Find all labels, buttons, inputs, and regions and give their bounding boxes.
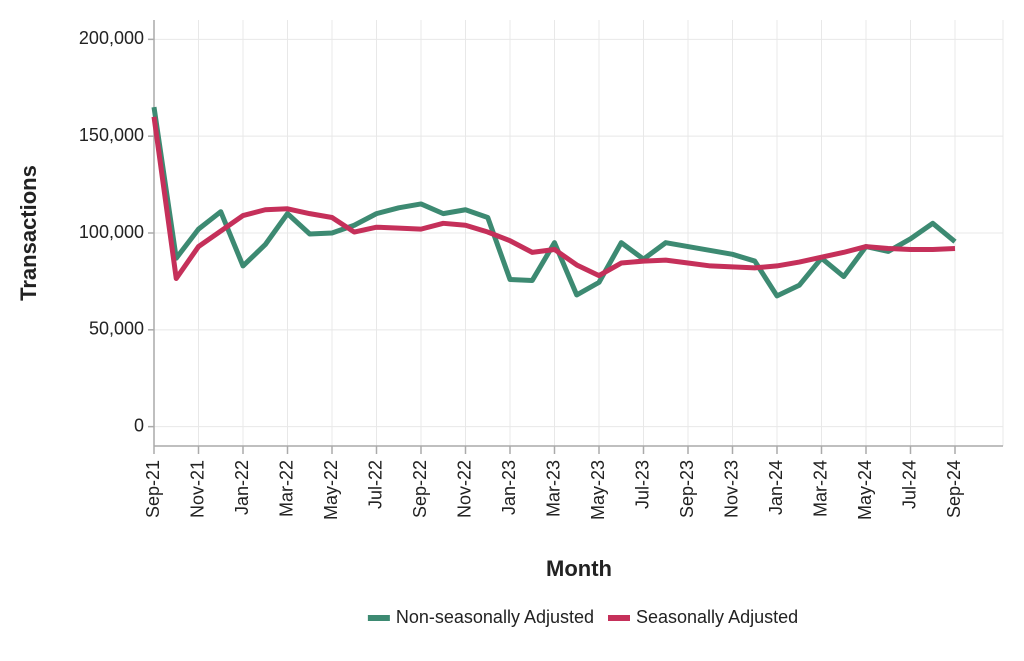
x-tick-label: Jan-24 xyxy=(766,460,786,515)
x-tick-label: May-23 xyxy=(588,460,608,520)
y-axis-title: Transactions xyxy=(16,165,41,301)
x-tick-label: Jul-23 xyxy=(632,460,652,509)
y-tick-label: 150,000 xyxy=(79,125,144,145)
x-tick-label: Mar-24 xyxy=(810,460,830,517)
legend-label: Seasonally Adjusted xyxy=(636,607,798,627)
y-tick-label: 50,000 xyxy=(89,319,144,339)
x-tick-label: Sep-24 xyxy=(944,460,964,518)
x-tick-label: Nov-22 xyxy=(454,460,474,518)
x-tick-label: Sep-23 xyxy=(677,460,697,518)
x-tick-label: Nov-21 xyxy=(187,460,207,518)
legend: Non-seasonally Adjusted Seasonally Adjust… xyxy=(367,607,798,627)
y-tick-label: 200,000 xyxy=(79,28,144,48)
series-line xyxy=(151,116,956,282)
x-tick-label: Jan-23 xyxy=(499,460,519,515)
legend-label: Non-seasonally Adjusted xyxy=(396,607,594,627)
y-tick-label: 100,000 xyxy=(79,222,144,242)
x-tick-label: May-24 xyxy=(855,460,875,520)
x-tick-label: Jan-22 xyxy=(232,460,252,515)
x-tick-label: Mar-22 xyxy=(276,460,296,517)
x-tick-label: Sep-22 xyxy=(410,460,430,518)
x-tick-label: May-22 xyxy=(321,460,341,520)
x-tick-label: Jul-24 xyxy=(899,460,919,509)
y-tick-label: 0 xyxy=(134,415,144,435)
x-tick-label: Nov-23 xyxy=(721,460,741,518)
x-tick-label: Sep-21 xyxy=(143,460,163,518)
x-tick-label: Jul-22 xyxy=(365,460,385,509)
x-axis-title: Month xyxy=(546,556,612,581)
x-tick-label: Mar-23 xyxy=(543,460,563,517)
